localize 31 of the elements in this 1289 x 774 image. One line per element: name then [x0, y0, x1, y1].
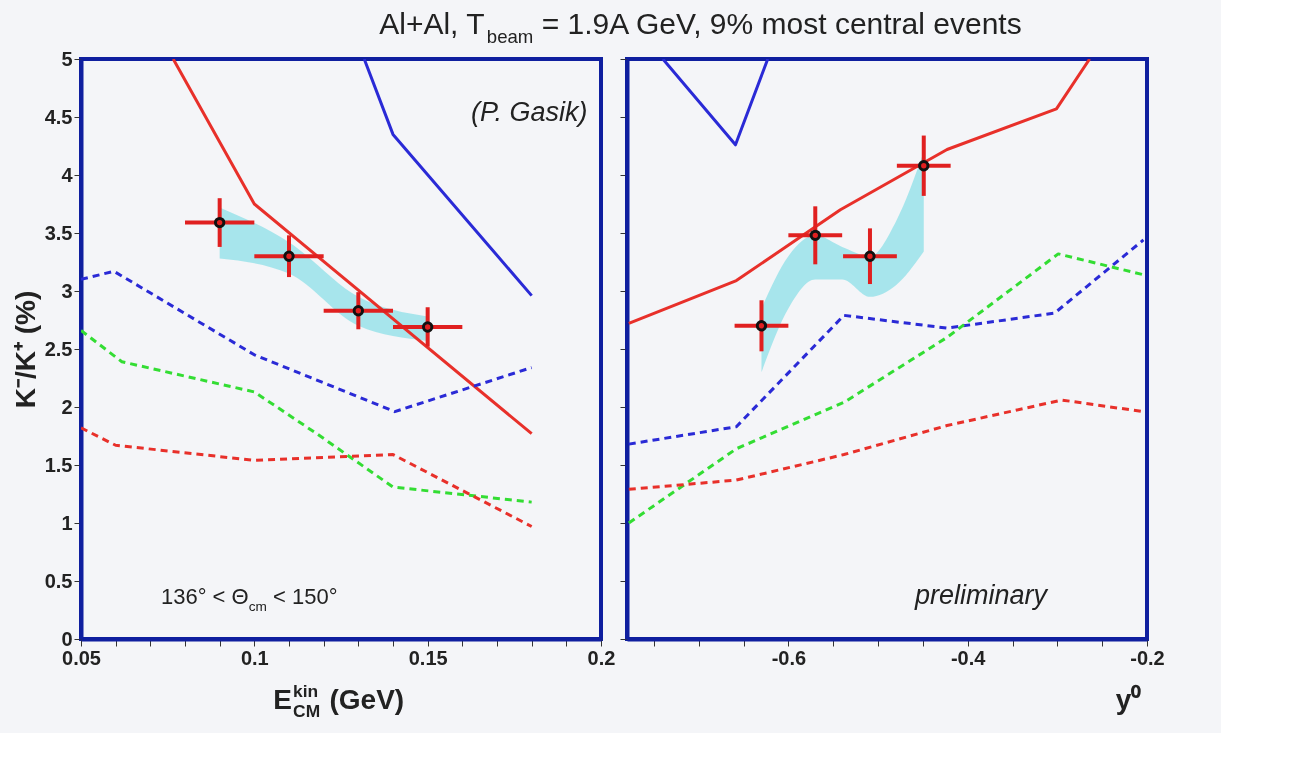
y-tick-label: 2	[61, 395, 73, 418]
x-tick-label: -0.6	[771, 646, 807, 669]
point	[864, 250, 876, 262]
x-tick-label: -0.2	[1130, 646, 1165, 669]
y-axis-title: K⁻/K⁺ (%)	[9, 290, 41, 409]
line-series	[81, 269, 534, 414]
x-tick-label: 0.15	[408, 646, 448, 669]
x-tick-label: -0.4	[950, 646, 987, 669]
line-series	[81, 328, 534, 504]
annotation: (P. Gasik)	[470, 97, 588, 127]
x-tick-label: 0.2	[587, 646, 616, 669]
point	[213, 216, 226, 229]
point	[755, 320, 768, 332]
y-tick-label: 3.5	[44, 221, 73, 244]
annotation: preliminary	[914, 580, 1049, 610]
point	[352, 305, 365, 317]
point	[918, 160, 930, 172]
point	[809, 229, 821, 241]
y-tick-label: 1	[61, 511, 73, 534]
y-tick-label: 2.5	[44, 337, 73, 360]
y-tick-label: 0.5	[44, 569, 73, 592]
y-tick-label: 3	[61, 279, 73, 302]
y-tick-label: 4	[61, 163, 74, 186]
x-tick-label: 0.1	[240, 646, 269, 669]
x-axis-title: y⁰	[1115, 684, 1142, 715]
y-tick-label: 5	[61, 47, 73, 70]
point	[283, 250, 295, 262]
y-tick-label: 1.5	[44, 453, 73, 476]
line-series	[81, 426, 534, 528]
point	[421, 321, 434, 333]
y-tick-label: 4.5	[44, 105, 73, 128]
